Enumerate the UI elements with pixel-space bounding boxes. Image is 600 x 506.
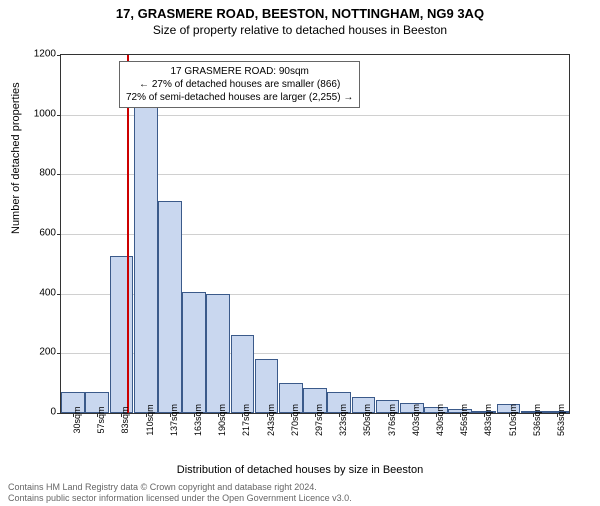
x-tick-label: 376sqm xyxy=(387,404,397,436)
x-tick-label: 536sqm xyxy=(532,404,542,436)
x-tick-label: 456sqm xyxy=(459,404,469,436)
histogram-chart: 17 GRASMERE ROAD: 90sqm ← 27% of detache… xyxy=(60,54,570,414)
x-tick-label: 243sqm xyxy=(266,404,276,436)
y-tick-label: 0 xyxy=(26,407,56,418)
histogram-bar xyxy=(134,95,158,413)
annotation-line-2: ← 27% of detached houses are smaller (86… xyxy=(126,78,353,91)
y-tick-label: 600 xyxy=(26,228,56,239)
y-tick-label: 800 xyxy=(26,168,56,179)
x-tick-label: 83sqm xyxy=(120,406,130,433)
x-axis-label: Distribution of detached houses by size … xyxy=(0,464,600,476)
x-tick-label: 297sqm xyxy=(314,404,324,436)
x-tick-label: 323sqm xyxy=(338,404,348,436)
y-tick-mark xyxy=(57,115,61,116)
y-tick-mark xyxy=(57,413,61,414)
histogram-bar xyxy=(231,335,255,413)
annotation-line-1: 17 GRASMERE ROAD: 90sqm xyxy=(126,65,353,78)
y-tick-mark xyxy=(57,353,61,354)
x-tick-label: 163sqm xyxy=(193,404,203,436)
x-tick-label: 510sqm xyxy=(508,404,518,436)
y-tick-label: 1200 xyxy=(26,49,56,60)
y-tick-mark xyxy=(57,174,61,175)
x-tick-label: 270sqm xyxy=(290,404,300,436)
x-tick-label: 350sqm xyxy=(362,404,372,436)
footer-line-2: Contains public sector information licen… xyxy=(8,493,352,504)
y-tick-label: 200 xyxy=(26,347,56,358)
footer-attribution: Contains HM Land Registry data © Crown c… xyxy=(8,482,352,504)
annotation-line-3: 72% of semi-detached houses are larger (… xyxy=(126,91,353,104)
x-tick-label: 110sqm xyxy=(145,404,155,435)
y-axis-label: Number of detached properties xyxy=(10,82,22,234)
y-tick-mark xyxy=(57,55,61,56)
y-tick-mark xyxy=(57,294,61,295)
y-tick-label: 400 xyxy=(26,287,56,298)
y-tick-label: 1000 xyxy=(26,108,56,119)
histogram-bar xyxy=(182,292,206,413)
y-tick-mark xyxy=(57,234,61,235)
x-tick-label: 137sqm xyxy=(169,404,179,436)
histogram-bar xyxy=(158,201,182,413)
histogram-bar xyxy=(110,256,134,413)
x-tick-label: 563sqm xyxy=(556,404,566,436)
title-sub: Size of property relative to detached ho… xyxy=(0,23,600,37)
x-tick-label: 57sqm xyxy=(96,406,106,433)
footer-line-1: Contains HM Land Registry data © Crown c… xyxy=(8,482,352,493)
title-main: 17, GRASMERE ROAD, BEESTON, NOTTINGHAM, … xyxy=(0,6,600,21)
x-tick-label: 430sqm xyxy=(435,404,445,436)
x-tick-label: 30sqm xyxy=(72,406,82,433)
property-marker-line xyxy=(127,55,129,413)
x-tick-label: 217sqm xyxy=(241,404,251,436)
histogram-bar xyxy=(206,294,230,413)
x-tick-label: 403sqm xyxy=(411,404,421,436)
annotation-box: 17 GRASMERE ROAD: 90sqm ← 27% of detache… xyxy=(119,61,360,108)
x-tick-label: 190sqm xyxy=(217,404,227,436)
x-tick-label: 483sqm xyxy=(483,404,493,436)
